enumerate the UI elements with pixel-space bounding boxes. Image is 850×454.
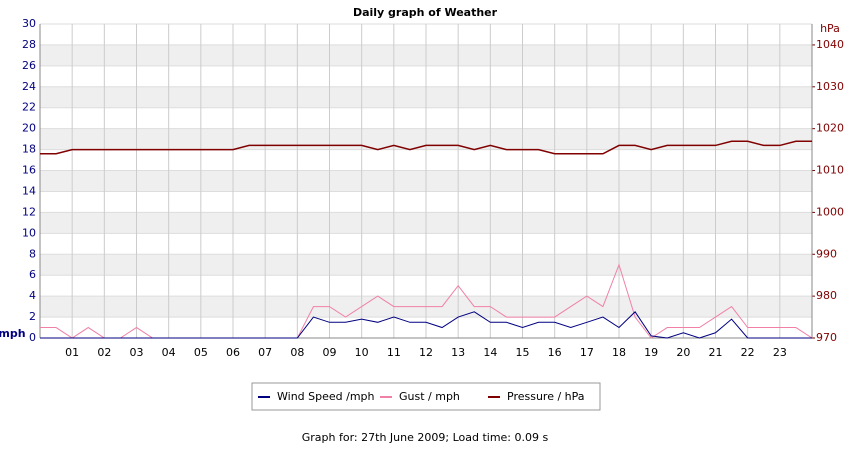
x-tick-label: 23	[773, 346, 787, 359]
chart-title: Daily graph of Weather	[353, 6, 498, 19]
y2-tick-label: 980	[816, 289, 837, 302]
y2-tick-label: 1010	[816, 164, 844, 177]
x-tick-label: 13	[451, 346, 465, 359]
y-tick-label: 26	[22, 59, 36, 72]
x-tick-label: 07	[258, 346, 272, 359]
x-tick-label: 19	[644, 346, 658, 359]
y-tick-label: 24	[22, 80, 36, 93]
x-tick-label: 02	[97, 346, 111, 359]
y-tick-label: 4	[29, 289, 36, 302]
y2-tick-label: 970	[816, 331, 837, 344]
y-tick-label: 30	[22, 17, 36, 30]
y-tick-label: 28	[22, 38, 36, 51]
legend-label: Pressure / hPa	[507, 390, 585, 403]
x-tick-label: 15	[516, 346, 530, 359]
y-tick-label: 16	[22, 164, 36, 177]
legend-label: Gust / mph	[399, 390, 460, 403]
x-tick-label: 11	[387, 346, 401, 359]
y-tick-label: 18	[22, 143, 36, 156]
x-tick-label: 05	[194, 346, 208, 359]
x-tick-label: 08	[290, 346, 304, 359]
x-tick-label: 01	[65, 346, 79, 359]
y-tick-label: 10	[22, 226, 36, 239]
x-tick-label: 21	[709, 346, 723, 359]
y-tick-label: 0	[29, 331, 36, 344]
x-tick-label: 14	[483, 346, 497, 359]
x-tick-label: 20	[676, 346, 690, 359]
x-tick-label: 04	[162, 346, 176, 359]
x-tick-label: 17	[580, 346, 594, 359]
y-axis-label: mph	[0, 327, 26, 340]
y-tick-label: 12	[22, 205, 36, 218]
y2-tick-label: 1020	[816, 122, 844, 135]
x-tick-label: 18	[612, 346, 626, 359]
y-tick-label: 20	[22, 122, 36, 135]
footer: Graph for: 27th June 2009; Load time: 0.…	[302, 431, 549, 444]
y2-tick-label: 1040	[816, 38, 844, 51]
legend-label: Wind Speed /mph	[277, 390, 375, 403]
legend-box	[251, 382, 601, 411]
y2-tick-label: 990	[816, 247, 837, 260]
y2-tick-label: 1030	[816, 80, 844, 93]
x-tick-label: 12	[419, 346, 433, 359]
y2-tick-label: 1000	[816, 205, 844, 218]
data-line	[40, 140, 812, 155]
x-tick-label: 10	[355, 346, 369, 359]
y-tick-label: 2	[29, 310, 36, 323]
y-tick-label: 22	[22, 101, 36, 114]
y2-axis-label: hPa	[820, 22, 840, 35]
x-tick-label: 06	[226, 346, 240, 359]
x-tick-label: 03	[130, 346, 144, 359]
x-tick-label: 09	[323, 346, 337, 359]
data-line	[40, 311, 812, 339]
x-tick-label: 22	[741, 346, 755, 359]
x-tick-label: 16	[548, 346, 562, 359]
y-tick-label: 8	[29, 247, 36, 260]
y-tick-label: 14	[22, 184, 36, 197]
y-tick-label: 6	[29, 268, 36, 281]
